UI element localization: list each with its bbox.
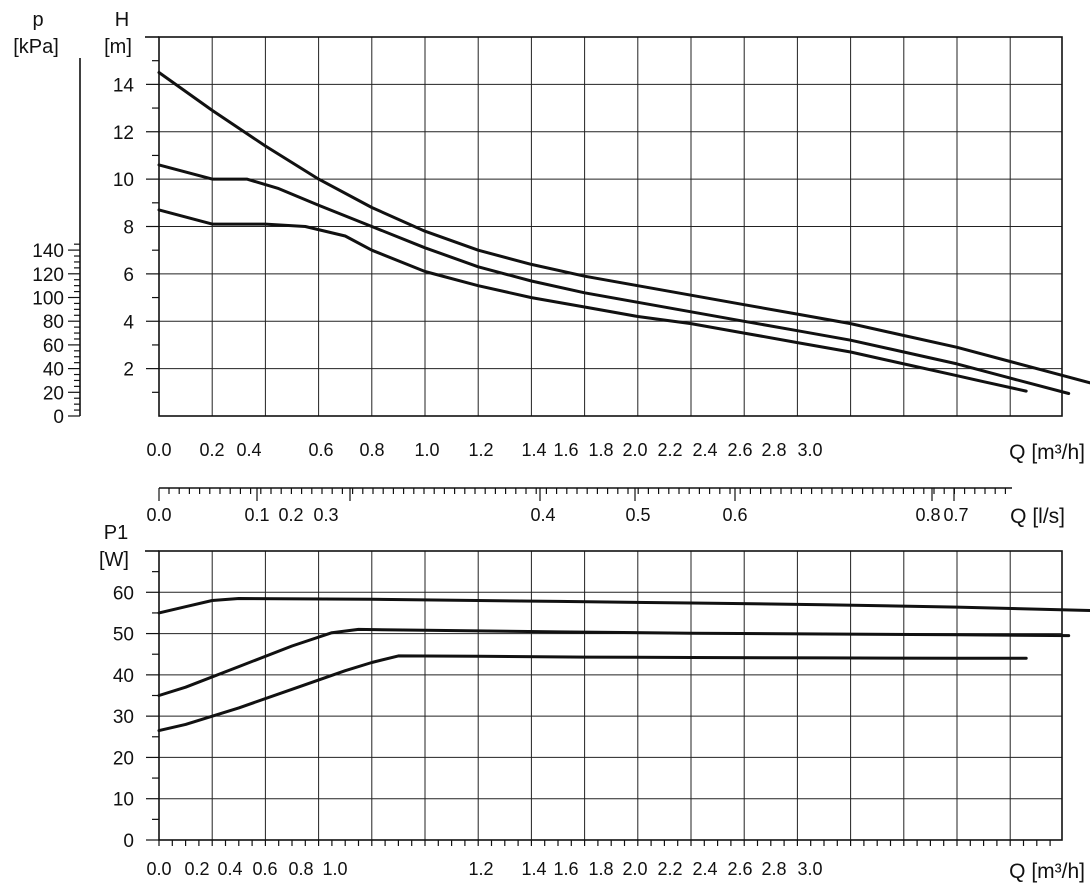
- q-tick-label: 1.4: [521, 859, 546, 879]
- h-tick-label: 10: [113, 170, 134, 191]
- q-tick-label: 0.6: [252, 859, 277, 879]
- q-axis-label: Q [m³/h]: [1009, 441, 1085, 464]
- plot-frame: [158, 550, 1063, 841]
- q-tick-label: 2.4: [692, 859, 717, 879]
- q-tick-label: 1.8: [588, 440, 613, 460]
- p-tick-label: 140: [32, 241, 64, 262]
- head-curve-2: [157, 163, 1071, 395]
- q-tick-label: 0.0: [146, 859, 171, 879]
- w-tick-label: 60: [113, 583, 134, 604]
- q-tick-label: 0.4: [236, 440, 261, 460]
- ls-tick-label: 0.6: [722, 505, 747, 525]
- head-chart: 2468101214020406080100120140p[kPa]H[m]0.…: [13, 9, 1090, 464]
- p-tick-label: 100: [32, 289, 64, 310]
- p-tick-label: 20: [43, 383, 64, 404]
- h-axis-label: H: [115, 9, 129, 31]
- q-tick-label: 2.6: [727, 859, 752, 879]
- p-tick-label: 120: [32, 265, 64, 286]
- ls-axis-label: Q [l/s]: [1010, 505, 1065, 528]
- q-tick-label: 1.2: [468, 859, 493, 879]
- h-tick-label: 8: [123, 218, 134, 239]
- power-chart: 0 10 20 30 40 50 60 P1 [W] 0.0 0.2 0.4 0.6 0.8 1.0 1.2 1…: [99, 522, 1090, 883]
- ls-tick-label: 0.0: [146, 505, 171, 525]
- p-tick-label: 60: [43, 336, 64, 357]
- h-tick-label: 12: [113, 123, 134, 144]
- ls-tick-label: 0.8: [915, 505, 940, 525]
- w-tick-label: 40: [113, 666, 134, 687]
- q-tick-label: 1.0: [322, 859, 347, 879]
- w-tick-label: 10: [113, 790, 134, 811]
- q-tick-label: 0.8: [288, 859, 313, 879]
- ls-tick-label: 0.5: [625, 505, 650, 525]
- q-tick-label: 0.2: [184, 859, 209, 879]
- ls-tick-label: 0.3: [313, 505, 338, 525]
- w-axis-unit: [W]: [99, 549, 129, 571]
- h-tick-label: 6: [123, 265, 134, 286]
- power-curve-1: [157, 597, 1090, 615]
- q-tick-label: 1.2: [468, 440, 493, 460]
- q-tick-label: 0.6: [308, 440, 333, 460]
- ls-tick-label: 0.2: [278, 505, 303, 525]
- w-tick-label: 30: [113, 707, 134, 728]
- q-tick-label: 0.2: [199, 440, 224, 460]
- ls-tick-label: 0.1: [244, 505, 269, 525]
- q-tick-label: 1.4: [521, 440, 546, 460]
- q-tick-label: 0.8: [359, 440, 384, 460]
- q-tick-label: 3.0: [797, 440, 822, 460]
- q-tick-label: 2.6: [727, 440, 752, 460]
- w-axis-label: P1: [104, 522, 128, 544]
- w-tick-label: 50: [113, 625, 134, 646]
- power-curve-2: [157, 627, 1071, 697]
- q-tick-label: 1.8: [588, 859, 613, 879]
- q-tick-label: 2.0: [622, 859, 647, 879]
- q-tick-label: 1.6: [553, 440, 578, 460]
- power-curve-3: [157, 654, 1028, 733]
- q-tick-label: 3.0: [797, 859, 822, 879]
- h-tick-label: 14: [113, 75, 135, 96]
- p-axis-unit: [kPa]: [13, 36, 59, 58]
- q-tick-label: 2.2: [657, 440, 682, 460]
- p-tick-label: 0: [53, 407, 64, 428]
- p-tick-label: 40: [43, 360, 64, 381]
- q-axis-label: Q [m³/h]: [1009, 860, 1085, 883]
- h-tick-label: 4: [123, 312, 134, 333]
- q-tick-label: 2.8: [761, 859, 786, 879]
- head-curve-3: [157, 208, 1028, 393]
- ls-tick-label: 0.4: [530, 505, 555, 525]
- w-tick-label: 0: [123, 831, 134, 852]
- p-tick-label: 80: [43, 312, 64, 333]
- q-tick-label: 1.0: [414, 440, 439, 460]
- q-tick-label: 2.8: [761, 440, 786, 460]
- ls-tick-label: 0.7: [943, 505, 968, 525]
- flow-ls-axis: 0.0 0.1 0.2 0.3 0.4 0.5 0.6 0.8 0.7 Q [l/s]: [146, 487, 1065, 528]
- q-tick-label: 0.4: [217, 859, 242, 879]
- q-tick-label: 2.2: [657, 859, 682, 879]
- q-tick-label: 1.6: [553, 859, 578, 879]
- h-tick-label: 2: [123, 360, 134, 381]
- h-axis-unit: [m]: [104, 36, 132, 58]
- q-tick-label: 2.4: [692, 440, 717, 460]
- q-tick-label: 0.0: [146, 440, 171, 460]
- p-axis-label: p: [32, 9, 43, 31]
- q-tick-label: 2.0: [622, 440, 647, 460]
- head-curve-1: [157, 71, 1090, 385]
- w-tick-label: 20: [113, 748, 134, 769]
